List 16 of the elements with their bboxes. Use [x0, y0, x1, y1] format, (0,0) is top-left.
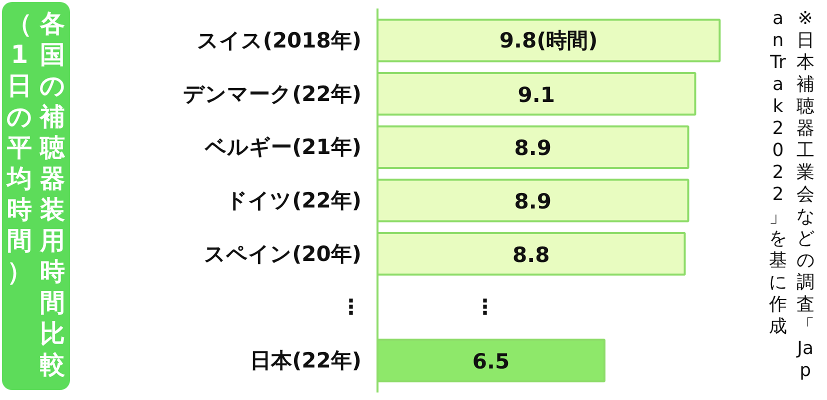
data-label: 9.8(時間) — [499, 28, 598, 52]
data-label: 8.9 — [514, 136, 552, 160]
data-label: 6.5 — [472, 350, 510, 374]
chart-title: 各国の補聴器装用時間比較（1日の平均時間） — [6, 9, 66, 379]
y-tick-label: スイス(2018年) — [196, 28, 362, 52]
y-tick-label: スペイン(20年) — [204, 242, 362, 266]
y-tick-label: ベルギー(21年) — [204, 135, 362, 160]
y-tick-label: ドイツ(22年) — [226, 188, 362, 212]
text: ※日本補聴器工業会などの調査「Japan Trak 2022」を基に作成 — [769, 8, 814, 381]
data-label: 9.1 — [518, 82, 555, 107]
data-label: 8.9 — [514, 190, 552, 214]
text: ⋮ — [474, 295, 496, 320]
data-label: 8.8 — [512, 242, 550, 267]
y-tick-label: ⋮ — [340, 295, 362, 320]
y-tick-label: 日本(22年) — [250, 348, 362, 372]
y-tick-label: デンマーク(22年) — [183, 82, 362, 106]
